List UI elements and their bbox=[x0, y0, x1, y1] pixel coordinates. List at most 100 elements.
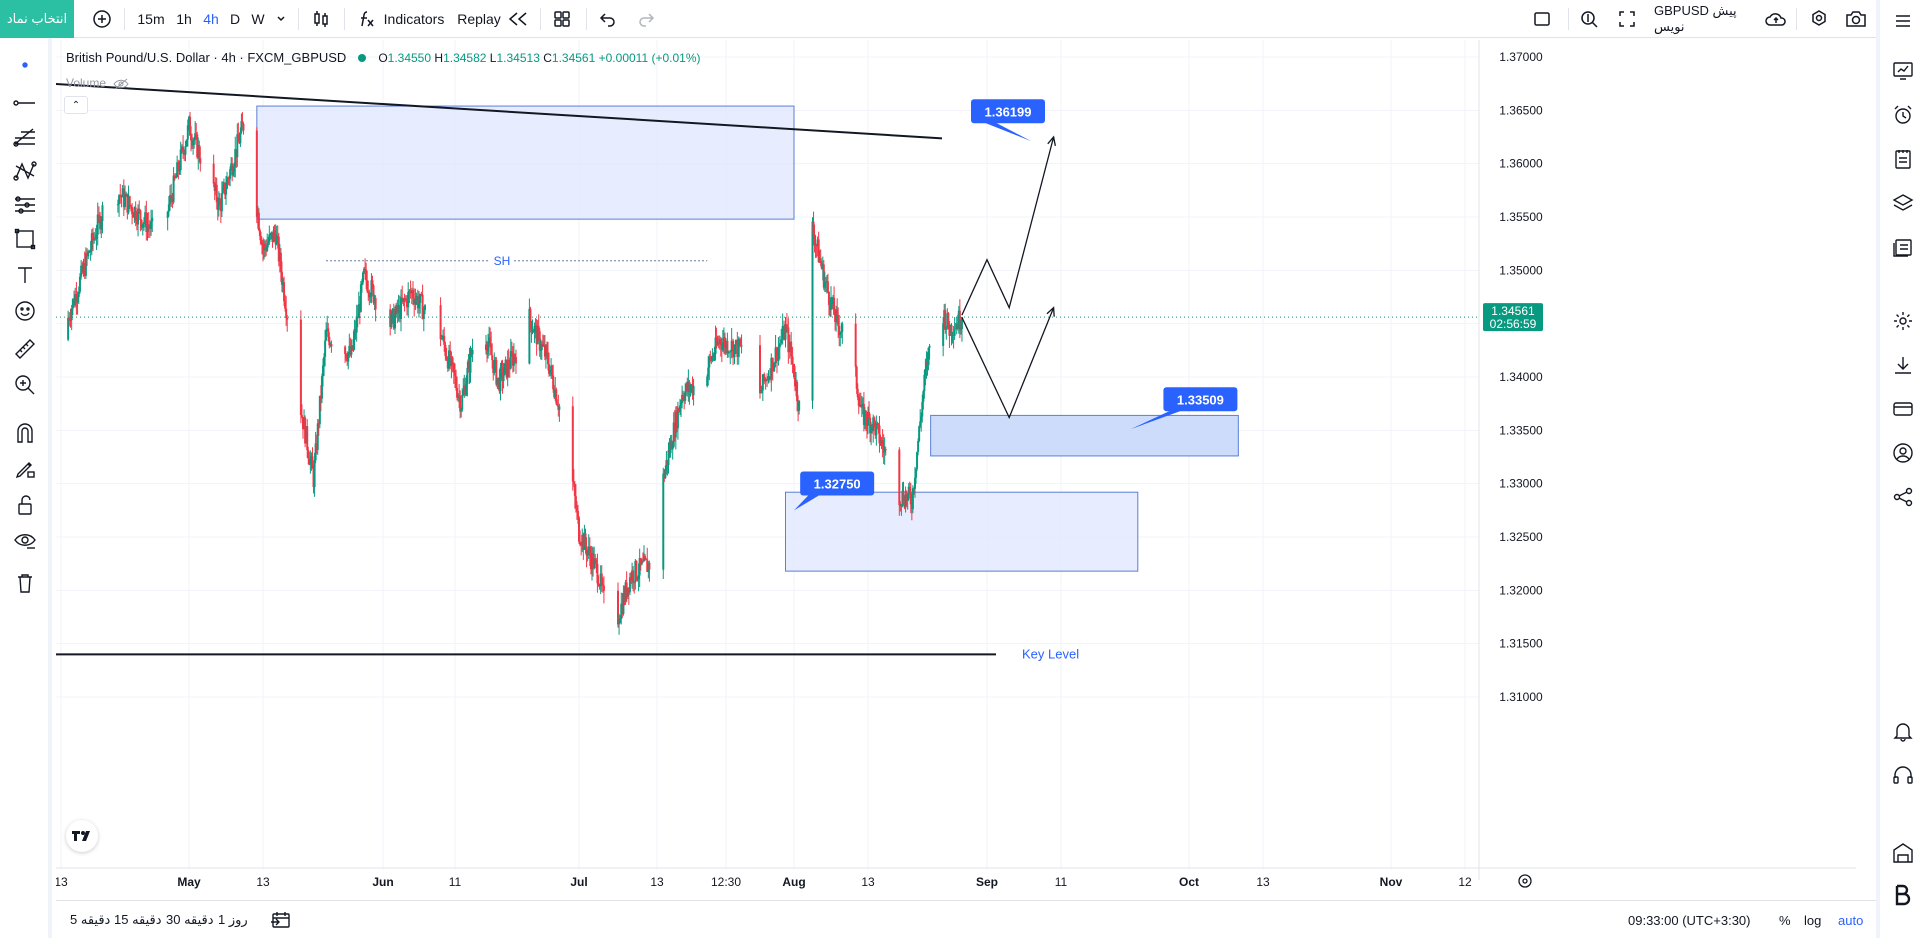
indicators-button[interactable]: Indicators bbox=[383, 11, 445, 27]
bell-icon[interactable] bbox=[1888, 716, 1918, 746]
card-icon[interactable] bbox=[1888, 394, 1918, 424]
eye-off-icon[interactable] bbox=[113, 78, 130, 90]
interval-w[interactable]: W bbox=[251, 11, 265, 27]
forecast-icon[interactable] bbox=[10, 190, 40, 220]
fib-retracement-icon[interactable] bbox=[10, 122, 40, 152]
exchange-icon[interactable] bbox=[1888, 838, 1918, 868]
price-label-box[interactable] bbox=[800, 471, 875, 496]
axis-settings-icon[interactable] bbox=[1518, 874, 1532, 888]
text-tool-icon[interactable] bbox=[10, 260, 40, 290]
price-label-box[interactable] bbox=[971, 99, 1045, 124]
cloud-icon[interactable] bbox=[1762, 0, 1790, 38]
undo-icon[interactable] bbox=[596, 0, 620, 38]
chevron-down-icon[interactable] bbox=[272, 0, 290, 38]
candle-up-body bbox=[667, 450, 670, 465]
calendar-list-icon[interactable] bbox=[1888, 232, 1918, 262]
chart-canvas[interactable]: Key Level SH 1.36199 1.33509 1.32750 1.37000 1… bbox=[56, 40, 1876, 900]
time-tick-label: May bbox=[177, 875, 201, 889]
candle-down-body bbox=[364, 268, 367, 270]
log-toggle[interactable]: log bbox=[1804, 912, 1822, 928]
interval-4h[interactable]: 4h bbox=[203, 11, 219, 27]
candle-down-body bbox=[598, 585, 601, 587]
pattern-icon[interactable] bbox=[10, 156, 40, 186]
candle-up-body bbox=[814, 244, 817, 246]
calendar-range-icon[interactable] bbox=[270, 901, 292, 938]
publish-draft-label[interactable]: GBPUSD پیش نویس bbox=[1654, 3, 1737, 34]
candle-down-body bbox=[878, 425, 881, 444]
fx-icon[interactable] bbox=[354, 0, 378, 38]
supply-zone[interactable] bbox=[256, 105, 795, 220]
candle-up-body bbox=[949, 324, 952, 336]
candle-up-body bbox=[355, 316, 358, 333]
auto-toggle[interactable]: auto bbox=[1838, 912, 1864, 928]
candle-down-body bbox=[315, 443, 318, 450]
gear-icon[interactable] bbox=[1806, 0, 1832, 38]
settings-gear-icon[interactable] bbox=[1888, 306, 1918, 336]
magnet-icon[interactable] bbox=[10, 418, 40, 448]
redo-icon[interactable] bbox=[634, 0, 658, 38]
range-5m[interactable]: 5 دقیقه bbox=[70, 912, 111, 927]
share-icon[interactable] bbox=[1888, 482, 1918, 512]
rewind-icon[interactable] bbox=[506, 0, 530, 38]
clock-time[interactable]: 09:33:00 (UTC+3:30) bbox=[1628, 912, 1751, 928]
collapse-legend-button[interactable]: ⌃ bbox=[64, 96, 88, 114]
alarm-icon[interactable] bbox=[1888, 100, 1918, 130]
pencil-lock-icon[interactable] bbox=[10, 454, 40, 484]
percent-toggle[interactable]: % bbox=[1779, 912, 1791, 928]
candle-down-body bbox=[228, 178, 231, 180]
candle-up-body bbox=[496, 378, 499, 385]
broker-b-icon[interactable] bbox=[1888, 880, 1918, 910]
projection-path[interactable] bbox=[961, 307, 1055, 420]
replay-button[interactable]: Replay bbox=[457, 11, 501, 27]
expand-icon[interactable] bbox=[1614, 0, 1640, 38]
trash-icon[interactable] bbox=[10, 568, 40, 598]
range-15m[interactable]: 15 دقیقه bbox=[114, 912, 162, 927]
bottom-toolbar: 5 دقیقه 15 دقیقه 30 دقیقه 1 روز 09:33:00… bbox=[56, 900, 1876, 938]
ruler-icon[interactable] bbox=[10, 334, 40, 364]
range-1d[interactable]: 1 روز bbox=[218, 912, 248, 927]
interval-1h[interactable]: 1h bbox=[176, 11, 192, 27]
chart-area[interactable]: Key Level SH 1.36199 1.33509 1.32750 1.37000 1… bbox=[56, 40, 1876, 908]
symbol-title[interactable]: British Pound/U.S. Dollar · 4h · FXCM_GB… bbox=[66, 50, 347, 65]
demand-zone-low[interactable] bbox=[785, 491, 1139, 572]
candle-down-body bbox=[514, 357, 517, 364]
rectangle-icon[interactable] bbox=[10, 224, 40, 254]
tradingview-logo-icon[interactable] bbox=[66, 820, 98, 852]
user-icon[interactable] bbox=[1888, 438, 1918, 468]
volume-indicator-label[interactable]: Volume bbox=[66, 76, 130, 90]
headset-icon[interactable] bbox=[1888, 760, 1918, 790]
cursor-dot-icon[interactable] bbox=[10, 50, 40, 80]
candle-up-body bbox=[872, 417, 875, 432]
candle-up-body bbox=[422, 310, 425, 320]
candles-icon[interactable] bbox=[306, 0, 336, 38]
hamburger-icon[interactable] bbox=[1888, 6, 1918, 36]
demand-zone-mid[interactable] bbox=[930, 414, 1239, 457]
watchlist-icon[interactable] bbox=[1888, 56, 1918, 86]
interval-15m[interactable]: 15m bbox=[137, 11, 165, 27]
square-icon[interactable] bbox=[1530, 0, 1554, 38]
notes-icon[interactable] bbox=[1888, 144, 1918, 174]
search-zoom-icon[interactable] bbox=[1576, 0, 1602, 38]
projection-path[interactable] bbox=[961, 136, 1055, 316]
camera-icon[interactable] bbox=[1842, 0, 1870, 38]
projection-arrowhead bbox=[1047, 135, 1056, 146]
price-label-box[interactable] bbox=[1163, 387, 1238, 412]
lock-icon[interactable] bbox=[10, 490, 40, 520]
trend-line-icon[interactable] bbox=[10, 88, 40, 118]
candle-up-body bbox=[725, 340, 727, 348]
layout-grid-icon[interactable] bbox=[550, 0, 574, 38]
range-30m[interactable]: 30 دقیقه bbox=[166, 912, 214, 927]
download-icon[interactable] bbox=[1888, 350, 1918, 380]
zoom-in-icon[interactable] bbox=[10, 370, 40, 400]
trendline[interactable] bbox=[56, 82, 943, 140]
plus-circle-icon[interactable] bbox=[90, 0, 114, 38]
candle-down-body bbox=[855, 366, 858, 389]
symbol-search-button[interactable]: انتخاب نماد bbox=[0, 0, 74, 38]
layers-icon[interactable] bbox=[1888, 188, 1918, 218]
interval-d[interactable]: D bbox=[229, 11, 241, 27]
emoji-icon[interactable] bbox=[10, 296, 40, 326]
eye-icon[interactable] bbox=[10, 526, 40, 556]
candle-up-body bbox=[818, 257, 821, 263]
candle-down-body bbox=[173, 175, 176, 179]
current-price-badge[interactable] bbox=[1483, 303, 1543, 332]
